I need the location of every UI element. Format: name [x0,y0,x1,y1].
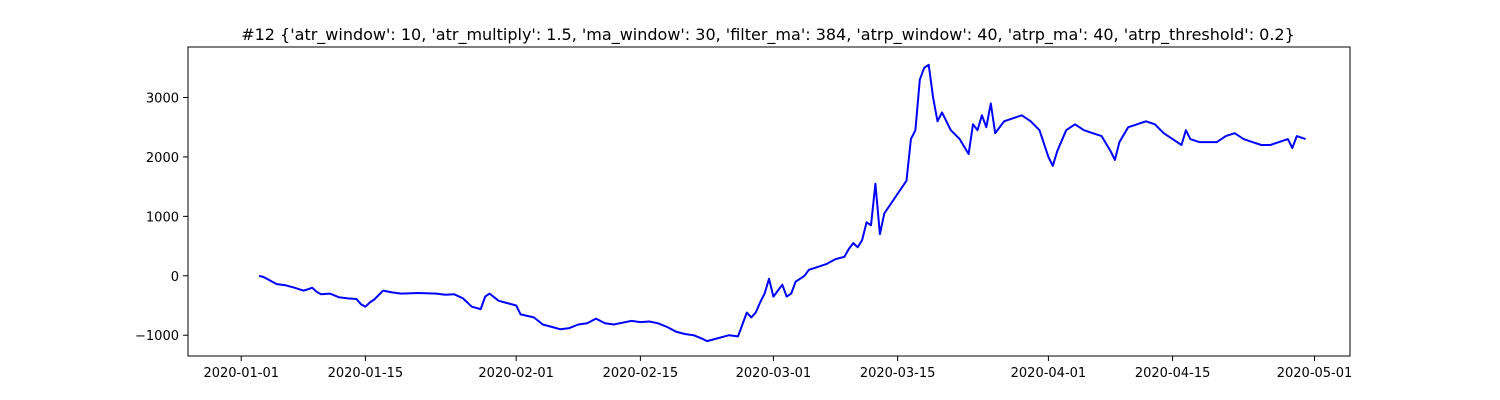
x-tick-label: 2020-04-01 [1011,366,1087,381]
x-tick-label: 2020-05-01 [1277,366,1353,381]
x-tick-label: 2020-01-15 [328,366,404,381]
y-tick-label: 3000 [146,92,179,107]
chart-title: #12 {'atr_window': 10, 'atr_multiply': 1… [241,25,1295,45]
y-tick-label: 0 [171,270,179,285]
y-tick-label: −1000 [135,329,179,344]
series-line [258,63,1306,343]
y-axis-ticks: −1000 0 1000 2000 3000 [135,92,188,344]
x-tick-label: 2020-03-15 [860,366,936,381]
x-tick-label: 2020-02-15 [603,366,679,381]
x-tick-label: 2020-04-15 [1135,366,1211,381]
plot-frame [187,46,1351,357]
x-axis-ticks: 2020-01-01 2020-01-15 2020-02-01 2020-02-15… [203,356,1352,381]
x-tick-label: 2020-03-01 [736,366,812,381]
x-tick-label: 2020-01-01 [203,366,279,381]
x-tick-label: 2020-02-01 [478,366,554,381]
y-tick-label: 1000 [146,210,179,225]
y-tick-label: 2000 [146,151,179,166]
